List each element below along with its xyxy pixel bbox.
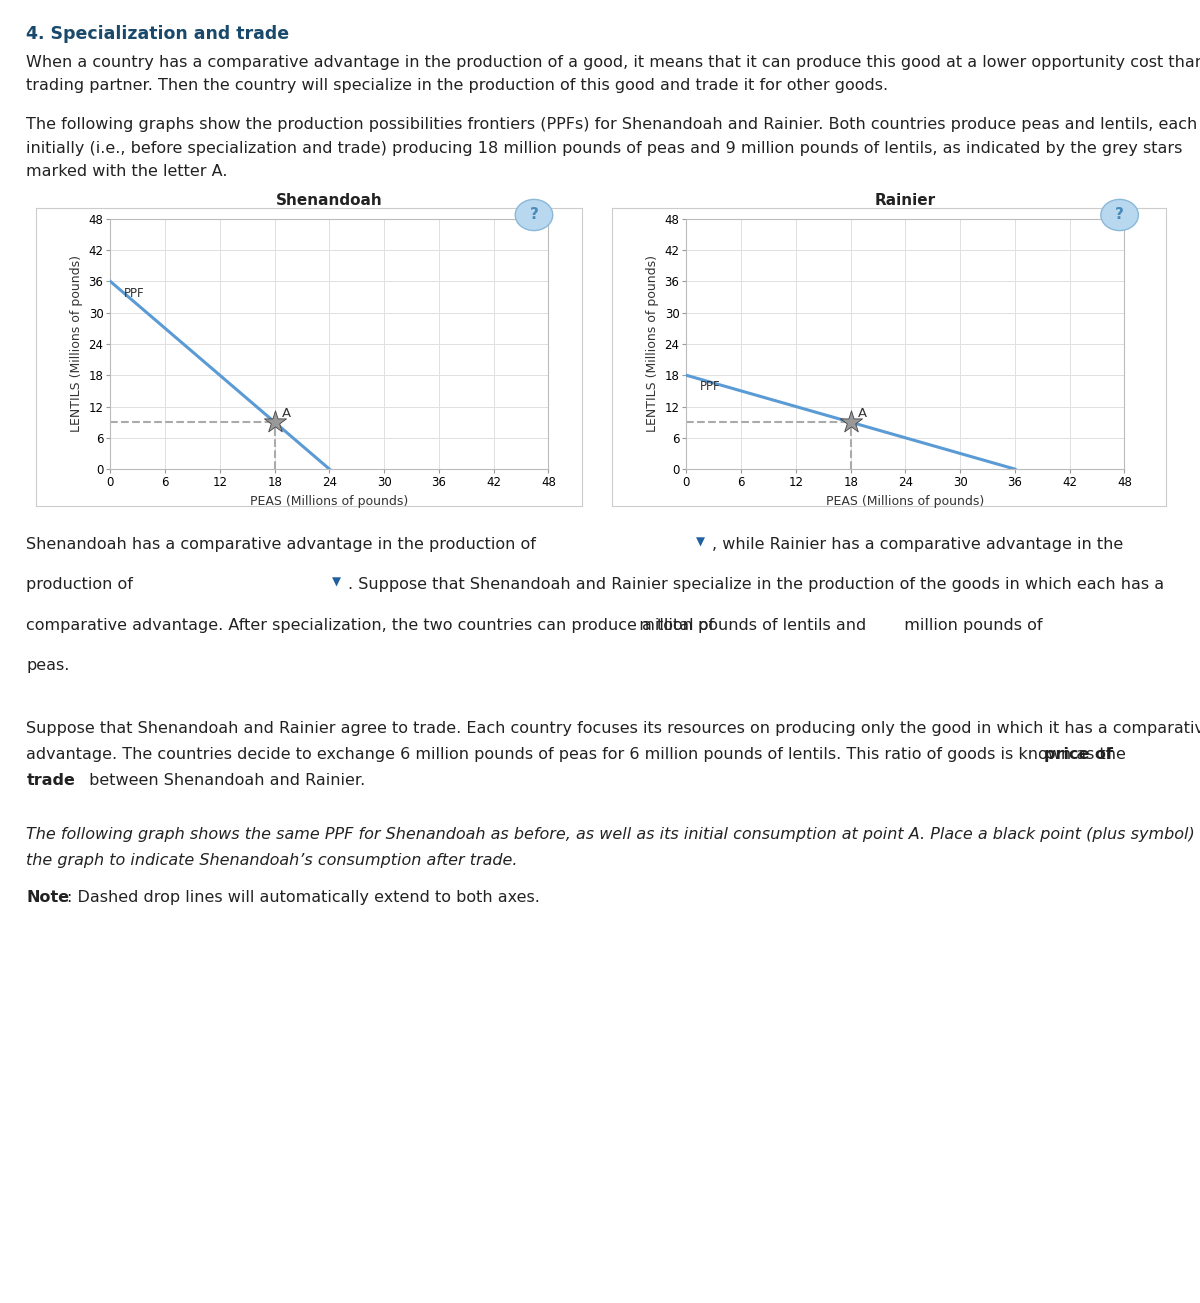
Text: price of: price of <box>1044 747 1114 762</box>
Text: ?: ? <box>1115 207 1124 223</box>
Text: trade: trade <box>26 773 76 788</box>
Text: trading partner. Then the country will specialize in the production of this good: trading partner. Then the country will s… <box>26 78 888 94</box>
Text: million pounds of: million pounds of <box>894 618 1043 633</box>
X-axis label: PEAS (Millions of pounds): PEAS (Millions of pounds) <box>827 495 984 508</box>
Circle shape <box>1100 199 1139 231</box>
Title: Shenandoah: Shenandoah <box>276 193 383 208</box>
Text: ▼: ▼ <box>696 536 706 549</box>
Text: advantage. The countries decide to exchange 6 million pounds of peas for 6 milli: advantage. The countries decide to excha… <box>26 747 1132 762</box>
Y-axis label: LENTILS (Millions of pounds): LENTILS (Millions of pounds) <box>70 255 83 433</box>
Text: between Shenandoah and Rainier.: between Shenandoah and Rainier. <box>84 773 365 788</box>
Text: When a country has a comparative advantage in the production of a good, it means: When a country has a comparative advanta… <box>26 55 1200 70</box>
Point <box>265 412 284 433</box>
X-axis label: PEAS (Millions of pounds): PEAS (Millions of pounds) <box>251 495 408 508</box>
Text: ?: ? <box>529 207 539 223</box>
Text: peas.: peas. <box>26 658 70 674</box>
Point <box>841 412 860 433</box>
Text: A: A <box>282 407 292 420</box>
Text: production of: production of <box>26 577 144 593</box>
Text: PPF: PPF <box>124 287 145 300</box>
Text: 4. Specialization and trade: 4. Specialization and trade <box>26 25 289 43</box>
Text: : Dashed drop lines will automatically extend to both axes.: : Dashed drop lines will automatically e… <box>67 890 540 906</box>
Text: Suppose that Shenandoah and Rainier agree to trade. Each country focuses its res: Suppose that Shenandoah and Rainier agre… <box>26 721 1200 736</box>
Text: marked with the letter A.: marked with the letter A. <box>26 164 228 180</box>
Text: ▼: ▼ <box>332 576 342 589</box>
Circle shape <box>515 199 553 231</box>
Text: Shenandoah has a comparative advantage in the production of: Shenandoah has a comparative advantage i… <box>26 537 546 552</box>
Text: A: A <box>858 407 868 420</box>
Text: , while Rainier has a comparative advantage in the: , while Rainier has a comparative advant… <box>712 537 1123 552</box>
Text: . Suppose that Shenandoah and Rainier specialize in the production of the goods : . Suppose that Shenandoah and Rainier sp… <box>348 577 1164 593</box>
Text: million pounds of lentils and: million pounds of lentils and <box>629 618 876 633</box>
Y-axis label: LENTILS (Millions of pounds): LENTILS (Millions of pounds) <box>646 255 659 433</box>
Text: the graph to indicate Shenandoah’s consumption after trade.: the graph to indicate Shenandoah’s consu… <box>26 853 518 869</box>
Text: initially (i.e., before specialization and trade) producing 18 million pounds of: initially (i.e., before specialization a… <box>26 141 1183 156</box>
Text: Note: Note <box>26 890 70 906</box>
Text: comparative advantage. After specialization, the two countries can produce a tot: comparative advantage. After specializat… <box>26 618 725 633</box>
Text: The following graphs show the production possibilities frontiers (PPFs) for Shen: The following graphs show the production… <box>26 117 1198 133</box>
Text: PPF: PPF <box>700 380 721 394</box>
Title: Rainier: Rainier <box>875 193 936 208</box>
Text: The following graph shows the same PPF for Shenandoah as before, as well as its : The following graph shows the same PPF f… <box>26 827 1200 843</box>
